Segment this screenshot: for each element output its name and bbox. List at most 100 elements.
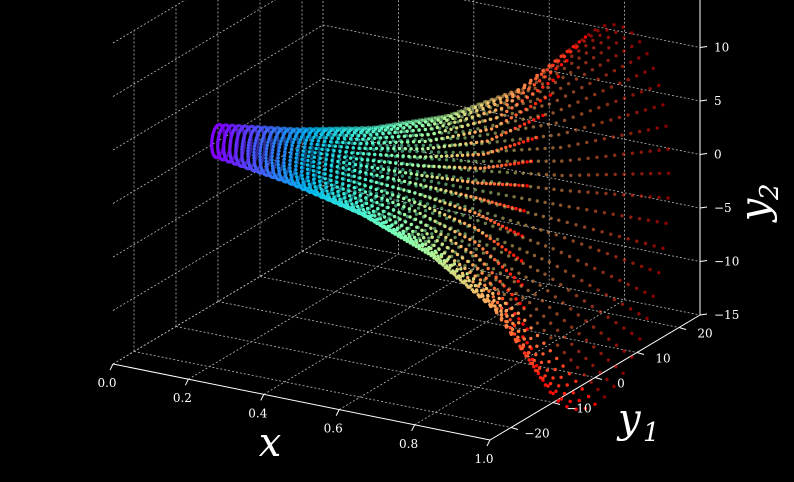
x-tick-mark: [486, 439, 491, 447]
data-point: [449, 121, 453, 125]
data-point: [289, 156, 293, 160]
data-point: [518, 124, 522, 128]
data-point: [577, 56, 581, 60]
data-point: [505, 170, 510, 175]
data-point: [441, 263, 445, 267]
data-point: [463, 266, 467, 271]
data-point: [361, 187, 365, 191]
data-point: [443, 213, 447, 217]
data-point: [430, 175, 434, 179]
data-point: [631, 93, 635, 97]
data-point: [584, 61, 588, 65]
data-point: [352, 174, 356, 178]
data-point: [416, 128, 421, 132]
data-point: [268, 155, 272, 159]
data-point: [498, 279, 502, 284]
data-point: [580, 242, 584, 246]
data-point: [369, 135, 373, 139]
data-point: [485, 243, 489, 247]
data-point: [495, 124, 499, 129]
data-point: [555, 98, 559, 103]
data-point: [409, 172, 413, 176]
data-point: [302, 138, 307, 142]
data-point: [351, 146, 355, 150]
data-point: [559, 250, 563, 255]
data-point: [601, 89, 605, 93]
data-point: [397, 146, 402, 151]
data-point: [483, 283, 487, 287]
data-point: [420, 193, 424, 197]
data-point: [447, 209, 451, 213]
data-point: [487, 273, 491, 277]
grid-line: [217, 301, 596, 378]
data-point: [491, 295, 495, 299]
data-point: [477, 243, 481, 248]
data-point: [571, 115, 575, 119]
data-point: [388, 140, 392, 145]
data-point: [515, 302, 520, 306]
data-point: [495, 203, 499, 207]
data-point: [397, 193, 401, 197]
data-point: [418, 200, 423, 204]
data-point: [369, 204, 373, 208]
data-point: [423, 139, 427, 144]
data-point: [571, 90, 576, 94]
data-point: [391, 200, 395, 205]
data-point: [470, 207, 475, 211]
data-point: [521, 235, 525, 240]
data-point: [491, 101, 496, 105]
data-point: [555, 312, 559, 316]
data-point: [533, 293, 537, 297]
data-point: [393, 130, 397, 135]
data-point: [524, 94, 528, 99]
data-point: [543, 272, 547, 276]
data-point: [614, 99, 618, 104]
data-point: [276, 144, 280, 148]
data-point: [344, 168, 348, 172]
data-point: [313, 151, 317, 155]
data-point: [477, 213, 481, 217]
data-point: [393, 232, 397, 236]
data-point: [524, 223, 528, 227]
data-point: [434, 229, 438, 233]
data-point: [591, 56, 596, 60]
data-point: [460, 179, 465, 183]
data-point: [525, 341, 529, 345]
data-point: [385, 205, 389, 210]
data-point: [482, 159, 486, 164]
data-point: [521, 183, 525, 188]
data-point: [437, 173, 441, 177]
data-point: [375, 200, 379, 205]
data-point: [526, 89, 530, 93]
data-point: [464, 143, 469, 147]
data-point: [569, 70, 573, 75]
tick-labels: 0.00.20.40.60.81.0−20−1001020−15−10−5051…: [97, 0, 739, 466]
z-tick-mark: [699, 99, 708, 102]
data-point: [478, 134, 482, 138]
data-point: [593, 266, 597, 271]
data-point: [457, 245, 461, 249]
data-point: [446, 246, 451, 250]
data-point: [539, 124, 543, 128]
data-point: [534, 80, 539, 85]
data-point: [531, 226, 536, 230]
data-point: [496, 242, 500, 246]
data-point: [617, 115, 622, 120]
data-point: [534, 307, 539, 311]
data-point: [407, 232, 411, 237]
data-point: [446, 257, 450, 261]
data-point: [358, 146, 362, 151]
data-point: [505, 275, 510, 280]
data-point: [516, 329, 521, 333]
data-point: [561, 301, 565, 305]
data-point: [479, 288, 484, 293]
data-point: [418, 155, 422, 159]
data-point: [464, 110, 468, 115]
data-point: [408, 155, 412, 160]
data-point: [585, 208, 589, 212]
data-point: [405, 214, 409, 219]
data-point: [456, 120, 460, 124]
data-point: [465, 272, 469, 276]
data-point: [570, 61, 574, 65]
data-point: [453, 273, 457, 277]
